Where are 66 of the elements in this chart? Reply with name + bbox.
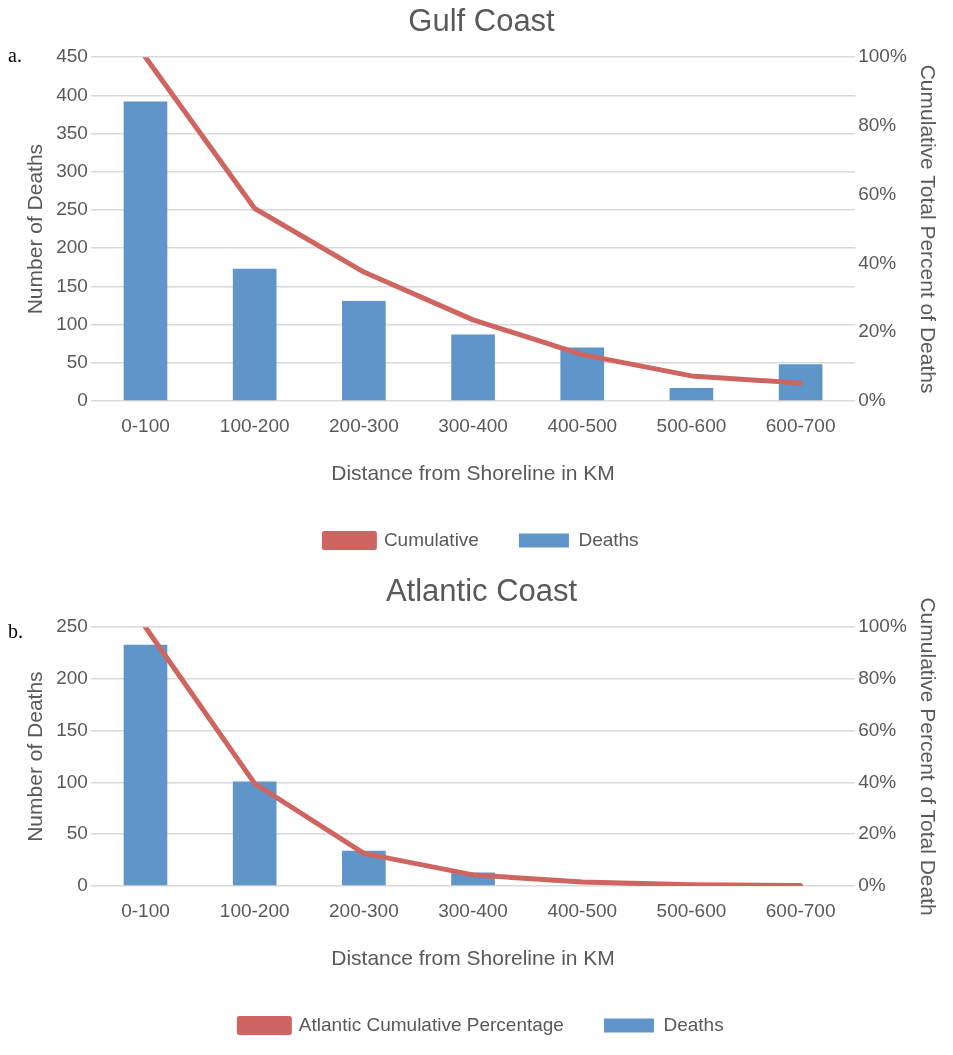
- bar: [560, 347, 605, 401]
- x-tick-label: 300-400: [438, 414, 508, 436]
- bar: [342, 850, 386, 886]
- text: a.: [8, 44, 22, 67]
- y-tick-label: 150: [56, 718, 88, 740]
- legend-label: Deaths: [578, 528, 639, 550]
- y2-tick-label: 80%: [858, 667, 897, 689]
- x-tick-label: 400-500: [547, 899, 618, 921]
- y2-tick-label: 20%: [858, 822, 897, 844]
- y2-axis-title: Cumulative Total Percent of Deaths: [916, 64, 940, 394]
- y-tick-label: 400: [56, 83, 88, 105]
- x-tick-label: 200-300: [329, 414, 399, 436]
- x-tick-label: 500-600: [656, 899, 727, 921]
- y-tick-label: 100: [56, 312, 88, 334]
- y-tick-label: 50: [66, 351, 88, 373]
- y-axis-title: Number of Deaths: [23, 143, 47, 315]
- y-tick-label: 50: [66, 822, 88, 844]
- bar: [232, 781, 277, 886]
- y-tick-label: 250: [56, 615, 88, 637]
- y-tick-label: 200: [56, 667, 88, 689]
- y2-tick-label: 60%: [858, 182, 897, 204]
- y2-axis-title: Cumulative Percent of Total Death: [916, 597, 940, 916]
- bar: [669, 388, 714, 401]
- y-tick-label: 350: [56, 121, 88, 143]
- bar: [232, 268, 277, 401]
- x-tick-label: 0-100: [121, 899, 170, 921]
- y-tick-label: 450: [56, 45, 88, 67]
- y2-tick-label: 100%: [858, 45, 907, 67]
- bar: [123, 644, 168, 886]
- bar: [342, 300, 386, 401]
- y2-tick-label: 0%: [858, 389, 886, 411]
- legend-label: Atlantic Cumulative Percentage: [298, 1013, 564, 1035]
- x-axis-title: Distance from Shoreline in KM: [331, 946, 615, 970]
- chart-title: Atlantic Coast: [385, 573, 578, 609]
- y-tick-label: 150: [56, 274, 88, 296]
- x-tick-label: 600-700: [765, 414, 836, 436]
- y2-tick-label: 80%: [858, 114, 897, 136]
- x-tick-label: 100-200: [219, 414, 290, 436]
- y2-tick-label: 0%: [858, 874, 886, 896]
- legend-label: Deaths: [663, 1013, 724, 1035]
- x-tick-label: 300-400: [438, 899, 508, 921]
- y2-tick-label: 100%: [858, 615, 907, 637]
- x-tick-label: 100-200: [219, 899, 290, 921]
- x-tick-label: 500-600: [656, 414, 727, 436]
- y-tick-label: 100: [56, 770, 88, 792]
- text: b.: [8, 620, 23, 643]
- bar: [123, 101, 168, 401]
- bar: [451, 334, 495, 401]
- y-tick-label: 250: [56, 198, 88, 220]
- y2-tick-label: 40%: [858, 251, 897, 273]
- y2-tick-label: 60%: [858, 718, 897, 740]
- y-tick-label: 0: [77, 874, 88, 896]
- chart-title: Gulf Coast: [408, 3, 556, 39]
- y-tick-label: 300: [56, 160, 88, 182]
- x-axis-title: Distance from Shoreline in KM: [331, 461, 615, 485]
- y-tick-label: 200: [56, 236, 88, 258]
- bar: [778, 364, 823, 401]
- y-axis-title: Number of Deaths: [23, 671, 47, 842]
- x-tick-label: 200-300: [329, 899, 399, 921]
- legend-label: Cumulative: [383, 528, 479, 550]
- x-tick-label: 400-500: [547, 414, 618, 436]
- x-tick-label: 0-100: [121, 414, 170, 436]
- y2-tick-label: 40%: [858, 770, 897, 792]
- y2-tick-label: 20%: [858, 320, 897, 342]
- y-tick-label: 0: [77, 389, 88, 411]
- x-tick-label: 600-700: [765, 899, 836, 921]
